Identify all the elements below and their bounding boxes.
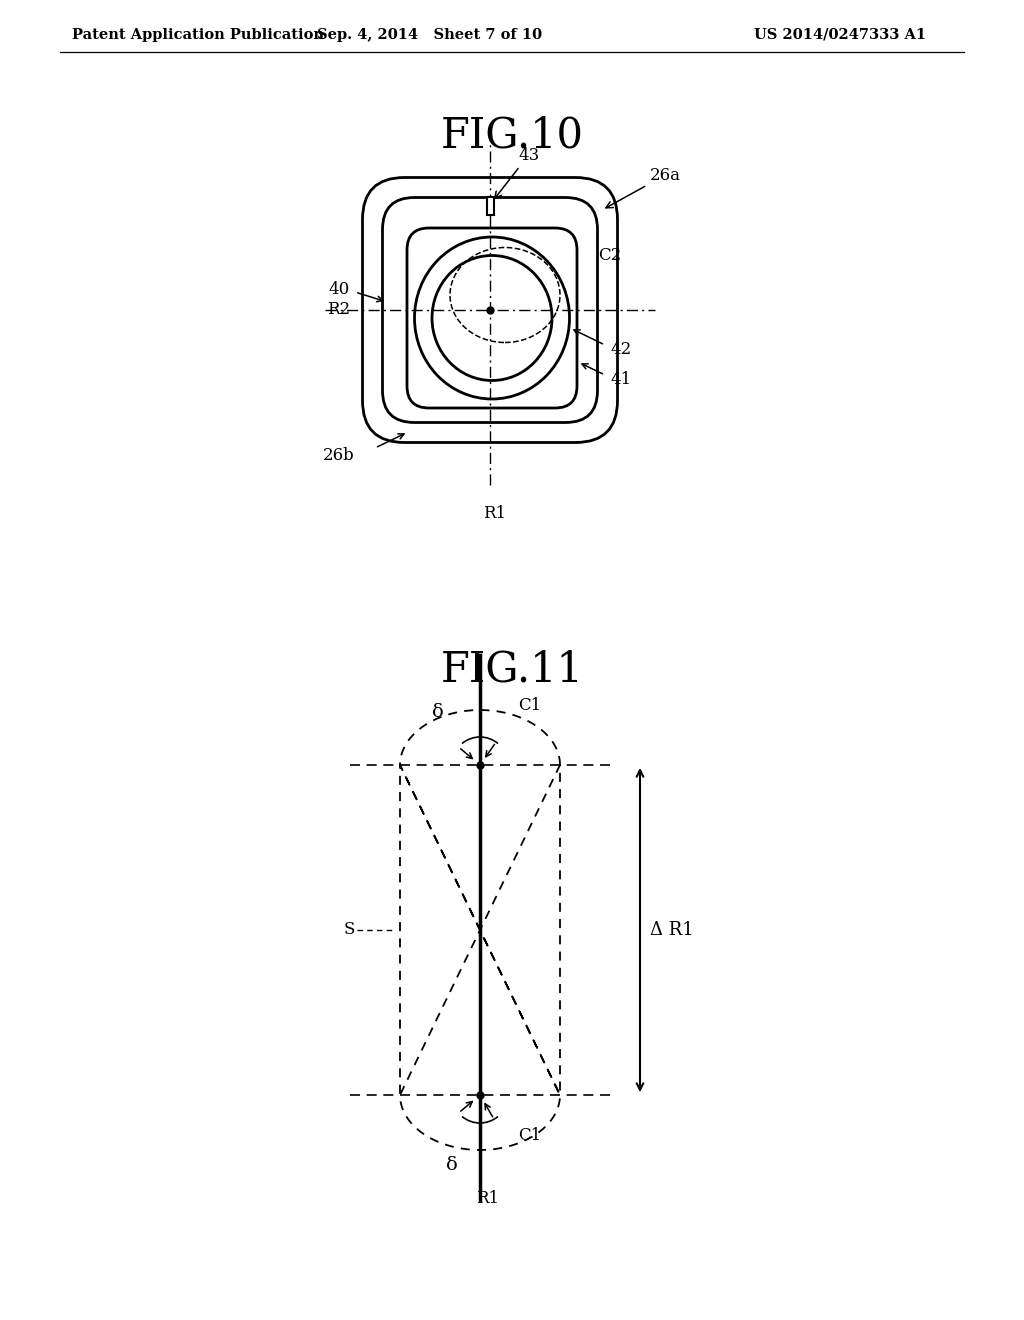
Text: 40: 40 bbox=[329, 281, 350, 298]
Text: FIG.11: FIG.11 bbox=[440, 649, 584, 690]
Bar bbox=[486, 197, 494, 215]
FancyBboxPatch shape bbox=[362, 177, 617, 442]
Text: 26a: 26a bbox=[606, 166, 681, 207]
Text: R1: R1 bbox=[476, 1191, 500, 1206]
FancyBboxPatch shape bbox=[407, 228, 577, 408]
Text: FIG.10: FIG.10 bbox=[440, 114, 584, 156]
Text: δ: δ bbox=[446, 1156, 458, 1173]
Text: R1: R1 bbox=[483, 506, 507, 521]
Text: Δ R1: Δ R1 bbox=[650, 921, 693, 939]
Text: O: O bbox=[455, 330, 469, 346]
Text: Sep. 4, 2014   Sheet 7 of 10: Sep. 4, 2014 Sheet 7 of 10 bbox=[317, 28, 543, 42]
Text: R2: R2 bbox=[327, 301, 350, 318]
Text: Patent Application Publication: Patent Application Publication bbox=[72, 28, 324, 42]
Ellipse shape bbox=[415, 238, 569, 399]
Text: C1: C1 bbox=[518, 1126, 542, 1143]
Text: S: S bbox=[344, 921, 355, 939]
Text: 26b: 26b bbox=[324, 446, 355, 463]
Ellipse shape bbox=[432, 256, 552, 380]
Text: US 2014/0247333 A1: US 2014/0247333 A1 bbox=[754, 28, 926, 42]
Text: 41: 41 bbox=[610, 371, 631, 388]
Text: C2: C2 bbox=[598, 247, 622, 264]
Text: C1: C1 bbox=[518, 697, 542, 714]
FancyBboxPatch shape bbox=[383, 198, 597, 422]
Text: δ: δ bbox=[432, 704, 443, 721]
Text: 42: 42 bbox=[610, 342, 631, 359]
Text: 43: 43 bbox=[495, 147, 540, 198]
